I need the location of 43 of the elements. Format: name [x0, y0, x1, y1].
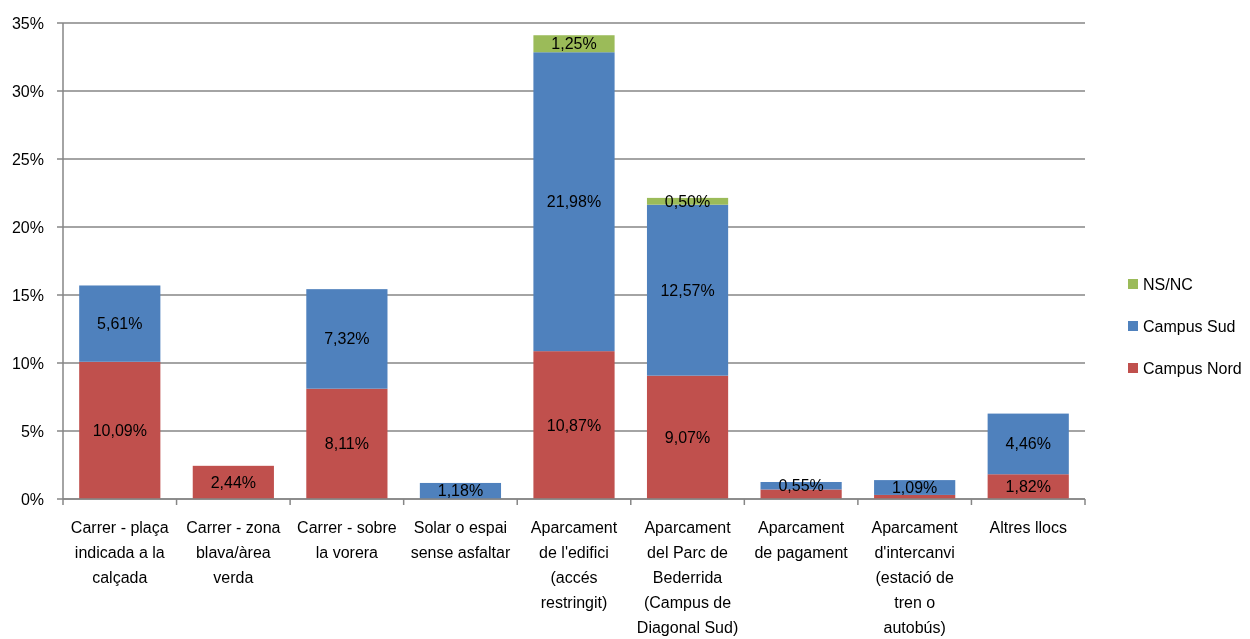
- bar: [533, 351, 615, 499]
- x-tick-label: Aparcament del Parc de Bederrida (Campus de Diagonal Sud): [636, 518, 739, 636]
- data-label: 1,09%: [891, 479, 938, 497]
- y-tick-label: 10%: [11, 354, 44, 372]
- legend-label: NS/NC: [1143, 275, 1193, 293]
- data-label: 7,32%: [324, 330, 370, 348]
- y-tick-label: 25%: [11, 150, 44, 168]
- bar: [79, 361, 161, 499]
- y-tick-label: 35%: [11, 14, 44, 32]
- legend-label: Campus Nord: [1143, 359, 1242, 377]
- data-label: 9,07%: [664, 428, 711, 446]
- y-tick-label: 0%: [20, 490, 44, 508]
- x-tick-label: Carrer - plaça indicada a la calçada: [70, 518, 169, 586]
- bar: [987, 413, 1069, 475]
- data-label: 1,18%: [437, 482, 484, 500]
- x-tick-label: Aparcament de pagament: [754, 518, 849, 561]
- y-tick-label: 20%: [11, 218, 44, 236]
- data-label: 21,98%: [546, 193, 602, 211]
- data-label: 4,46%: [1005, 435, 1051, 453]
- bar: [646, 375, 729, 499]
- data-label: 1,25%: [551, 35, 597, 53]
- data-label: 12,57%: [660, 281, 715, 299]
- x-tick-label: Carrer - sobre la vorera: [297, 518, 397, 561]
- legend-label: Campus Sud: [1143, 317, 1236, 335]
- data-label: 2,44%: [210, 473, 257, 491]
- bar: [306, 388, 388, 499]
- x-tick-label: Aparcament de l'edifici (accés restringit): [530, 518, 618, 611]
- x-tick-label: Carrer - zona blava/àrea verda: [186, 518, 281, 586]
- bar: [533, 52, 615, 352]
- data-label: 10,87%: [546, 416, 602, 434]
- y-tick-label: 30%: [11, 82, 44, 100]
- data-label: 10,09%: [92, 421, 147, 439]
- data-label: 1,82%: [1005, 478, 1051, 496]
- x-tick-label: Altres llocs: [989, 518, 1067, 536]
- data-label: 5,61%: [97, 315, 143, 333]
- y-tick-label: 5%: [20, 422, 44, 440]
- bar: [79, 285, 161, 362]
- y-tick-label: 15%: [11, 286, 44, 304]
- data-label: 8,11%: [324, 435, 369, 453]
- data-label: 0,50%: [664, 192, 711, 210]
- x-tick-label: Solar o espai sense asfaltar: [410, 518, 511, 561]
- bar: [306, 289, 388, 389]
- x-tick-label: Aparcament d'intercanvi (estació de tren o autobús): [871, 518, 959, 636]
